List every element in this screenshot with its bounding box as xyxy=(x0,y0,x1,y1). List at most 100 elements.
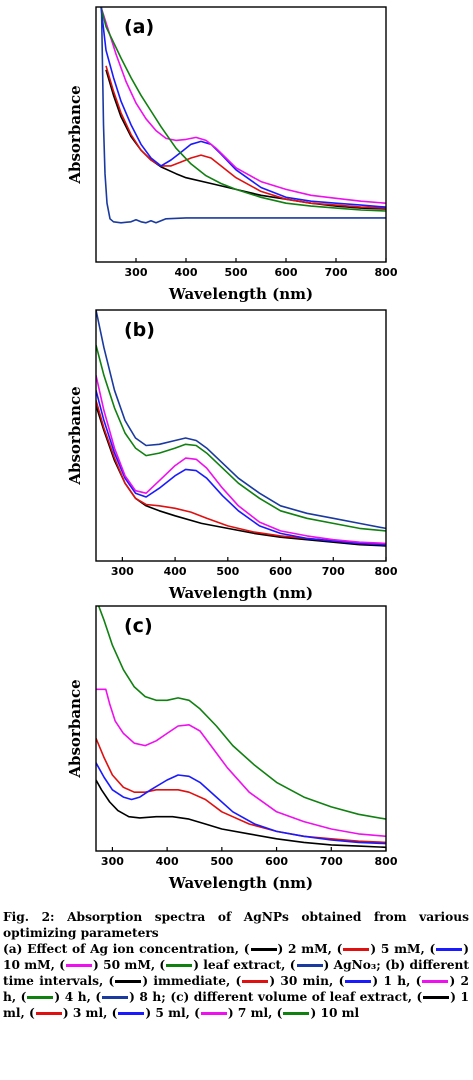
legend-entry: ( ) 7 ml, xyxy=(194,1006,272,1020)
legend-swatch xyxy=(66,964,93,967)
legend-open-paren: ( xyxy=(194,1006,200,1020)
x-tick-label: 800 xyxy=(375,565,398,578)
legend-swatch xyxy=(27,996,54,999)
legend-entry: ( ) 1 h, xyxy=(339,974,411,988)
x-tick-label: 700 xyxy=(320,855,343,868)
series-line-4 xyxy=(100,7,386,204)
legend-open-paren: ( xyxy=(429,942,436,956)
legend-swatch xyxy=(296,964,323,967)
legend-entry: () 30 min, xyxy=(236,974,334,988)
legend-open-paren: ( xyxy=(289,958,296,972)
legend-label: ) 10 mM, xyxy=(3,942,469,972)
x-tick-label: 800 xyxy=(375,855,398,868)
plot-frame xyxy=(95,6,387,263)
legend-swatch xyxy=(115,980,142,983)
series-line-6 xyxy=(96,310,386,530)
legend-swatch xyxy=(422,980,449,983)
legend-label: ) leaf extract, xyxy=(193,958,286,972)
legend-label: ) 3 ml, xyxy=(62,1006,108,1020)
caption-legend-text: (a) Effect of Ag ion concentration, () 2… xyxy=(3,941,469,1021)
legend-swatch xyxy=(118,1012,145,1015)
legend-entry: ( ) 5 ml, xyxy=(112,1006,190,1020)
panel-label: (b) xyxy=(124,319,155,341)
x-tick-label: 700 xyxy=(322,565,345,578)
caption-b-items: () immediate, () 30 min, () 1 h, () 2 h,… xyxy=(3,974,469,1004)
x-tick-label: 500 xyxy=(225,266,248,279)
legend-label: ) 5 ml, xyxy=(145,1006,190,1020)
legend-swatch xyxy=(423,996,450,999)
x-axis-label: Wavelength (nm) xyxy=(168,285,313,303)
chart-panel-1: 300 400 500 600 700 800 Wavelength (nm) Absorba… xyxy=(66,6,398,303)
legend-label: ) 10 ml xyxy=(310,1006,360,1020)
legend-entry: () 3 ml, xyxy=(29,1006,107,1020)
legend-label: ) 2 h, xyxy=(3,974,469,1004)
chart-panel-3: 300 400 500 600 700 800 Wavelength (nm) Absorba… xyxy=(66,605,398,892)
legend-label: ) 4 h, xyxy=(54,990,91,1004)
legend-entry: () 1 ml, xyxy=(3,990,469,1020)
legend-entry: () 5 mM, xyxy=(337,942,425,956)
x-tick-label: 300 xyxy=(111,565,134,578)
series-line-4 xyxy=(96,688,386,838)
legend-swatch xyxy=(242,980,269,983)
series-line-5 xyxy=(96,344,386,532)
legend-label: ) 7 ml, xyxy=(227,1006,273,1020)
chart-panel-2: 300 400 500 600 700 800 Wavelength (nm) Absorba… xyxy=(66,309,398,602)
legend-entry: () immediate, xyxy=(109,974,231,988)
series-line-2 xyxy=(96,400,386,546)
legend-open-paren: ( xyxy=(111,1006,118,1020)
legend-label: ) AgNo₃; xyxy=(323,958,381,972)
legend-label: ) 30 min, xyxy=(269,974,334,988)
caption-c-items: () 1 ml, () 3 ml, () 5 ml, () 7 ml, () 1… xyxy=(3,990,469,1020)
x-tick-label: 300 xyxy=(125,266,148,279)
panel-label: (c) xyxy=(124,615,153,637)
legend-open-paren: ( xyxy=(336,942,343,956)
legend-entry: ( ) 10 ml xyxy=(277,1006,360,1020)
x-tick-label: 400 xyxy=(164,565,187,578)
caption-title: Fig. 2: Absorption spectra of AgNPs obta… xyxy=(3,910,469,940)
legend-entry: () 50 mM, xyxy=(59,958,155,972)
x-tick-label: 800 xyxy=(375,266,398,279)
x-tick-label: 700 xyxy=(325,266,348,279)
series-line-1 xyxy=(96,779,386,849)
figure-caption: Fig. 2: Absorption spectra of AgNPs obta… xyxy=(3,909,469,1021)
legend-open-paren: ( xyxy=(243,942,250,956)
y-axis-label: Absorbance xyxy=(66,85,84,184)
legend-open-paren: ( xyxy=(416,990,423,1004)
series-line-5 xyxy=(97,606,386,820)
legend-label: ) 2 mM, xyxy=(277,942,332,956)
legend-swatch xyxy=(102,996,129,999)
x-tick-label: 500 xyxy=(210,855,233,868)
legend-entry: () 4 h, xyxy=(21,990,91,1004)
series-line-3 xyxy=(96,762,386,845)
x-tick-label: 300 xyxy=(101,855,124,868)
legend-open-paren: ( xyxy=(59,958,66,972)
legend-swatch xyxy=(436,948,463,951)
legend-swatch xyxy=(345,980,372,983)
legend-label: ) 8 h; xyxy=(129,990,166,1004)
x-axis-label: Wavelength (nm) xyxy=(168,584,313,602)
caption-a-items: ( ) 2 mM, () 5 mM, () 10 mM, () 50 mM, ()… xyxy=(3,942,469,972)
plot-frame xyxy=(95,605,387,852)
series-line-3 xyxy=(96,390,386,546)
plot-frame xyxy=(95,309,387,562)
legend-entry: () 10 mM, xyxy=(3,942,469,972)
legend-swatch xyxy=(250,948,277,951)
caption-b-intro: (b) different time intervals, xyxy=(3,958,470,988)
legend-label: ) 1 h, xyxy=(372,974,411,988)
legend-open-paren: ( xyxy=(159,958,166,972)
series-line-1 xyxy=(105,69,386,210)
legend-swatch xyxy=(283,1012,310,1015)
x-tick-label: 600 xyxy=(265,855,288,868)
x-tick-label: 600 xyxy=(269,565,292,578)
legend-open-paren: ( xyxy=(338,974,345,988)
legend-entry: () 2 h, xyxy=(3,974,469,1004)
caption-a-intro: (a) Effect of Ag ion concentration, xyxy=(3,942,240,956)
legend-open-paren: ( xyxy=(95,990,102,1004)
legend-label: ) immediate, xyxy=(142,974,231,988)
series-line-3 xyxy=(100,7,386,208)
series-line-5 xyxy=(100,7,386,212)
legend-entry: ( ) leaf extract, xyxy=(159,958,285,972)
y-axis-label: Absorbance xyxy=(66,679,84,778)
legend-open-paren: ( xyxy=(276,1006,283,1020)
legend-label: ) 1 ml, xyxy=(3,990,470,1020)
